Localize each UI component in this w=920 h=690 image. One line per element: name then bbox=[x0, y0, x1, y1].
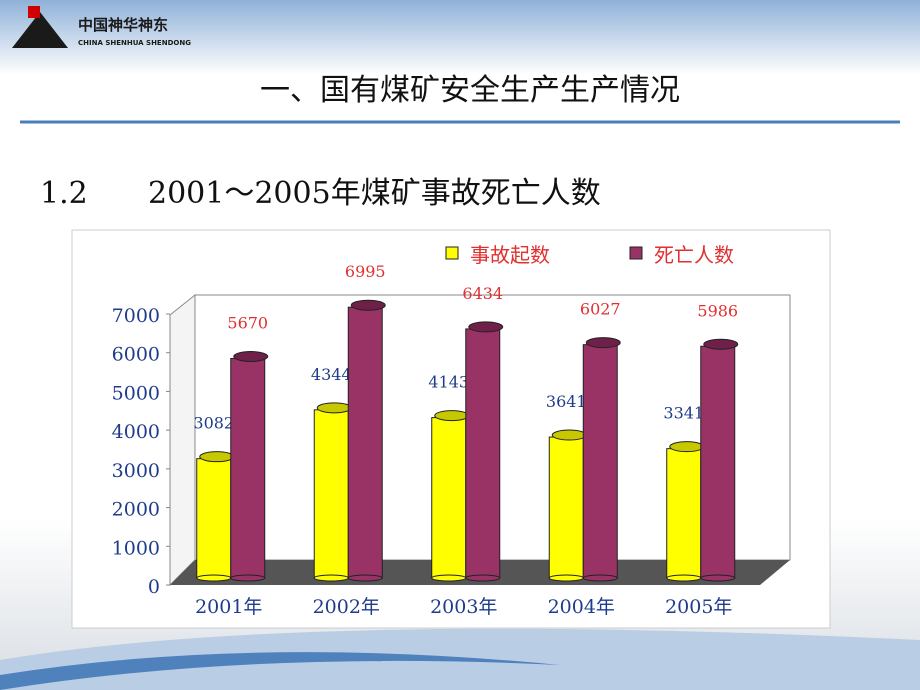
value-label: 3641 bbox=[546, 392, 587, 411]
value-label: 3341 bbox=[663, 404, 704, 423]
bar-top bbox=[199, 451, 235, 463]
bar bbox=[196, 458, 232, 579]
logo-mark bbox=[12, 12, 68, 48]
x-tick-label: 2001年 bbox=[195, 596, 262, 618]
value-label: 6027 bbox=[580, 300, 621, 319]
bar bbox=[313, 409, 349, 579]
bar-top bbox=[585, 337, 621, 349]
x-tick-label: 2002年 bbox=[313, 596, 380, 618]
y-tick-label: 7000 bbox=[112, 305, 160, 327]
bar bbox=[230, 357, 266, 579]
bar-base bbox=[313, 574, 349, 582]
logo-mark bbox=[28, 6, 40, 18]
bar-base bbox=[431, 574, 467, 582]
section-number: 1.2 bbox=[40, 176, 88, 211]
y-tick-label: 4000 bbox=[112, 421, 160, 443]
legend-label: 死亡人数 bbox=[654, 243, 734, 267]
side-wall bbox=[169, 293, 196, 587]
logo-subname: CHINA SHENHUA SHENDONG bbox=[78, 39, 191, 47]
chart-title: 2001～2005年煤矿事故死亡人数 bbox=[148, 176, 601, 211]
value-label: 5986 bbox=[697, 301, 738, 320]
legend-swatch bbox=[445, 246, 459, 260]
x-tick-label: 2005年 bbox=[665, 596, 732, 618]
bar-top bbox=[703, 338, 739, 350]
x-tick-label: 2003年 bbox=[430, 596, 497, 618]
bar-base bbox=[582, 574, 618, 582]
logo-name: 中国神华神东 bbox=[78, 16, 168, 34]
slide-title: 一、国有煤矿安全生产生产情况 bbox=[260, 73, 680, 108]
value-label: 3082 bbox=[193, 414, 234, 433]
y-tick-label: 3000 bbox=[112, 460, 160, 482]
bar-top bbox=[233, 350, 269, 362]
bar bbox=[666, 448, 702, 579]
legend-label: 事故起数 bbox=[470, 243, 550, 267]
legend-swatch bbox=[629, 246, 643, 260]
value-label: 6434 bbox=[462, 284, 503, 303]
bar-base bbox=[548, 574, 584, 582]
header-band bbox=[0, 0, 920, 75]
footer-swoosh bbox=[0, 652, 560, 690]
bar-base bbox=[666, 574, 702, 582]
bar-top bbox=[350, 299, 386, 311]
bar-base bbox=[465, 574, 501, 582]
value-label: 4344 bbox=[311, 365, 352, 384]
bar bbox=[582, 344, 618, 579]
bar-base bbox=[196, 574, 232, 582]
bar-top bbox=[468, 321, 504, 333]
bar-base bbox=[700, 574, 736, 582]
y-tick-label: 0 bbox=[148, 576, 160, 598]
bar-top bbox=[551, 429, 587, 441]
bar bbox=[700, 345, 736, 579]
bar bbox=[347, 306, 383, 579]
bar bbox=[465, 328, 501, 579]
bar-base bbox=[347, 574, 383, 582]
bar bbox=[548, 436, 584, 579]
x-tick-label: 2004年 bbox=[548, 596, 615, 618]
value-label: 5670 bbox=[227, 313, 268, 332]
bar-top bbox=[434, 410, 470, 422]
bar-base bbox=[230, 574, 266, 582]
value-label: 6995 bbox=[345, 262, 386, 281]
bar bbox=[431, 417, 467, 579]
y-tick-label: 1000 bbox=[112, 537, 160, 559]
y-tick-label: 5000 bbox=[112, 382, 160, 404]
y-tick-label: 2000 bbox=[112, 499, 160, 521]
bar-top bbox=[669, 441, 705, 453]
y-tick-label: 6000 bbox=[112, 344, 160, 366]
value-label: 4143 bbox=[428, 373, 469, 392]
bar-top bbox=[316, 402, 352, 414]
